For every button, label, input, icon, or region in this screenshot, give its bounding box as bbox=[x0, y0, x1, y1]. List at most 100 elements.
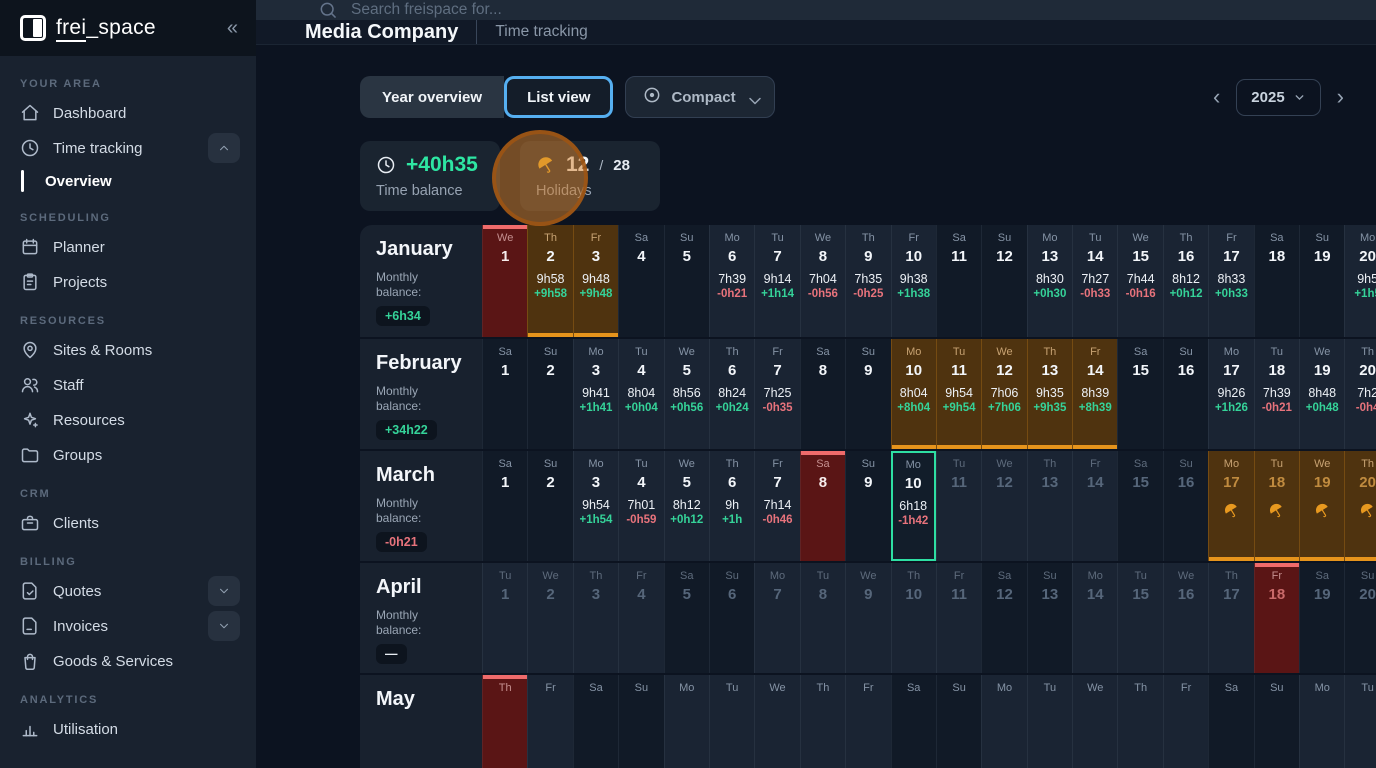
day-cell-february-10[interactable]: Mo108h04+8h04 bbox=[891, 339, 936, 449]
list-view-button[interactable]: List view bbox=[504, 76, 613, 118]
day-cell-january-2[interactable]: Th29h58+9h58 bbox=[527, 225, 572, 337]
day-cell-february-2[interactable]: Su2 bbox=[527, 339, 572, 449]
day-cell-february-6[interactable]: Th68h24+0h24 bbox=[709, 339, 754, 449]
day-cell-march-12[interactable]: We12 bbox=[981, 451, 1026, 561]
chevron-down-icon[interactable] bbox=[208, 576, 240, 606]
day-cell-january-8[interactable]: We87h04-0h56 bbox=[800, 225, 845, 337]
day-cell-april-9[interactable]: We9 bbox=[845, 563, 890, 673]
compact-dropdown-button[interactable]: Compact bbox=[625, 76, 774, 118]
day-cell-january-15[interactable]: We157h44-0h16 bbox=[1117, 225, 1162, 337]
day-cell-may-Fr-15[interactable]: Fr bbox=[1163, 675, 1208, 768]
day-cell-march-8[interactable]: Sa8 bbox=[800, 451, 845, 561]
day-cell-january-9[interactable]: Th97h35-0h25 bbox=[845, 225, 890, 337]
sidebar-item-planner[interactable]: Planner bbox=[12, 230, 248, 264]
day-cell-february-17[interactable]: Mo179h26+1h26 bbox=[1208, 339, 1253, 449]
day-cell-february-9[interactable]: Su9 bbox=[845, 339, 890, 449]
day-cell-may-Tu-12[interactable]: Tu bbox=[1027, 675, 1072, 768]
day-cell-may-Tu-5[interactable]: Tu bbox=[709, 675, 754, 768]
day-cell-january-11[interactable]: Sa11 bbox=[936, 225, 981, 337]
day-cell-april-13[interactable]: Su13 bbox=[1027, 563, 1072, 673]
day-cell-may-Su-17[interactable]: Su bbox=[1254, 675, 1299, 768]
prev-year-button[interactable]: ‹ bbox=[1211, 86, 1222, 108]
day-cell-january-20[interactable]: Mo209h5+1h5 bbox=[1344, 225, 1376, 337]
day-cell-march-7[interactable]: Fr77h14-0h46 bbox=[754, 451, 799, 561]
day-cell-march-9[interactable]: Su9 bbox=[845, 451, 890, 561]
day-cell-january-12[interactable]: Su12 bbox=[981, 225, 1026, 337]
day-cell-march-19[interactable]: We19 bbox=[1299, 451, 1344, 561]
day-cell-may-Tu-19[interactable]: Tu bbox=[1344, 675, 1376, 768]
day-cell-april-15[interactable]: Tu15 bbox=[1117, 563, 1162, 673]
sidebar-item-projects[interactable]: Projects bbox=[12, 265, 248, 299]
day-cell-april-6[interactable]: Su6 bbox=[709, 563, 754, 673]
day-cell-may-Th-0[interactable]: Th bbox=[482, 675, 527, 768]
day-cell-february-12[interactable]: We127h06+7h06 bbox=[981, 339, 1026, 449]
day-cell-april-10[interactable]: Th10 bbox=[891, 563, 936, 673]
search-input[interactable] bbox=[351, 1, 771, 19]
day-cell-april-16[interactable]: We16 bbox=[1163, 563, 1208, 673]
day-cell-march-6[interactable]: Th69h+1h bbox=[709, 451, 754, 561]
day-cell-february-18[interactable]: Tu187h39-0h21 bbox=[1254, 339, 1299, 449]
day-cell-may-Mo-4[interactable]: Mo bbox=[664, 675, 709, 768]
day-cell-march-10[interactable]: Mo106h18-1h42 bbox=[891, 451, 936, 561]
day-cell-january-14[interactable]: Tu147h27-0h33 bbox=[1072, 225, 1117, 337]
day-cell-january-18[interactable]: Sa18 bbox=[1254, 225, 1299, 337]
day-cell-april-2[interactable]: We2 bbox=[527, 563, 572, 673]
day-cell-february-3[interactable]: Mo39h41+1h41 bbox=[573, 339, 618, 449]
sidebar-collapse-icon[interactable]: « bbox=[227, 17, 238, 40]
sidebar-item-groups[interactable]: Groups bbox=[12, 438, 248, 472]
day-cell-february-13[interactable]: Th139h35+9h35 bbox=[1027, 339, 1072, 449]
day-cell-march-4[interactable]: Tu47h01-0h59 bbox=[618, 451, 663, 561]
day-cell-january-10[interactable]: Fr109h38+1h38 bbox=[891, 225, 936, 337]
day-cell-march-11[interactable]: Tu11 bbox=[936, 451, 981, 561]
day-cell-january-13[interactable]: Mo138h30+0h30 bbox=[1027, 225, 1072, 337]
day-cell-may-We-13[interactable]: We bbox=[1072, 675, 1117, 768]
day-cell-april-3[interactable]: Th3 bbox=[573, 563, 618, 673]
sidebar-item-time-tracking[interactable]: Time tracking bbox=[12, 131, 248, 165]
day-cell-may-Mo-11[interactable]: Mo bbox=[981, 675, 1026, 768]
year-overview-button[interactable]: Year overview bbox=[360, 76, 504, 118]
day-cell-may-Su-10[interactable]: Su bbox=[936, 675, 981, 768]
day-cell-april-17[interactable]: Th17 bbox=[1208, 563, 1253, 673]
day-cell-february-11[interactable]: Tu119h54+9h54 bbox=[936, 339, 981, 449]
day-cell-february-14[interactable]: Fr148h39+8h39 bbox=[1072, 339, 1117, 449]
day-cell-april-1[interactable]: Tu1 bbox=[482, 563, 527, 673]
day-cell-february-5[interactable]: We58h56+0h56 bbox=[664, 339, 709, 449]
day-cell-may-Th-7[interactable]: Th bbox=[800, 675, 845, 768]
day-cell-april-19[interactable]: Sa19 bbox=[1299, 563, 1344, 673]
day-cell-march-13[interactable]: Th13 bbox=[1027, 451, 1072, 561]
sidebar-item-goods-services[interactable]: Goods & Services bbox=[12, 644, 248, 678]
day-cell-april-7[interactable]: Mo7 bbox=[754, 563, 799, 673]
sidebar-item-invoices[interactable]: Invoices bbox=[12, 609, 248, 643]
day-cell-may-Sa-9[interactable]: Sa bbox=[891, 675, 936, 768]
day-cell-march-17[interactable]: Mo17 bbox=[1208, 451, 1253, 561]
day-cell-april-14[interactable]: Mo14 bbox=[1072, 563, 1117, 673]
day-cell-february-20[interactable]: Th207h2-0h4 bbox=[1344, 339, 1376, 449]
day-cell-february-4[interactable]: Tu48h04+0h04 bbox=[618, 339, 663, 449]
sidebar-item-dashboard[interactable]: Dashboard bbox=[12, 96, 248, 130]
day-cell-may-We-6[interactable]: We bbox=[754, 675, 799, 768]
year-select-button[interactable]: 2025 bbox=[1236, 79, 1320, 116]
sidebar-item-quotes[interactable]: Quotes bbox=[12, 574, 248, 608]
day-cell-february-8[interactable]: Sa8 bbox=[800, 339, 845, 449]
day-cell-january-17[interactable]: Fr178h33+0h33 bbox=[1208, 225, 1253, 337]
day-cell-march-1[interactable]: Sa1 bbox=[482, 451, 527, 561]
sidebar-item-resources[interactable]: Resources bbox=[12, 403, 248, 437]
day-cell-march-5[interactable]: We58h12+0h12 bbox=[664, 451, 709, 561]
day-cell-april-11[interactable]: Fr11 bbox=[936, 563, 981, 673]
day-cell-january-7[interactable]: Tu79h14+1h14 bbox=[754, 225, 799, 337]
day-cell-april-4[interactable]: Fr4 bbox=[618, 563, 663, 673]
day-cell-march-2[interactable]: Su2 bbox=[527, 451, 572, 561]
day-cell-january-6[interactable]: Mo67h39-0h21 bbox=[709, 225, 754, 337]
day-cell-january-3[interactable]: Fr39h48+9h48 bbox=[573, 225, 618, 337]
day-cell-april-12[interactable]: Sa12 bbox=[981, 563, 1026, 673]
sidebar-item-overview[interactable]: Overview bbox=[12, 166, 248, 196]
day-cell-march-14[interactable]: Fr14 bbox=[1072, 451, 1117, 561]
chevron-up-icon[interactable] bbox=[208, 133, 240, 163]
sidebar-item-utilisation[interactable]: Utilisation bbox=[12, 712, 248, 746]
day-cell-february-15[interactable]: Sa15 bbox=[1117, 339, 1162, 449]
day-cell-april-8[interactable]: Tu8 bbox=[800, 563, 845, 673]
day-cell-february-16[interactable]: Su16 bbox=[1163, 339, 1208, 449]
day-cell-april-20[interactable]: Su20 bbox=[1344, 563, 1376, 673]
sidebar-item-sites-rooms[interactable]: Sites & Rooms bbox=[12, 333, 248, 367]
day-cell-may-Th-14[interactable]: Th bbox=[1117, 675, 1162, 768]
